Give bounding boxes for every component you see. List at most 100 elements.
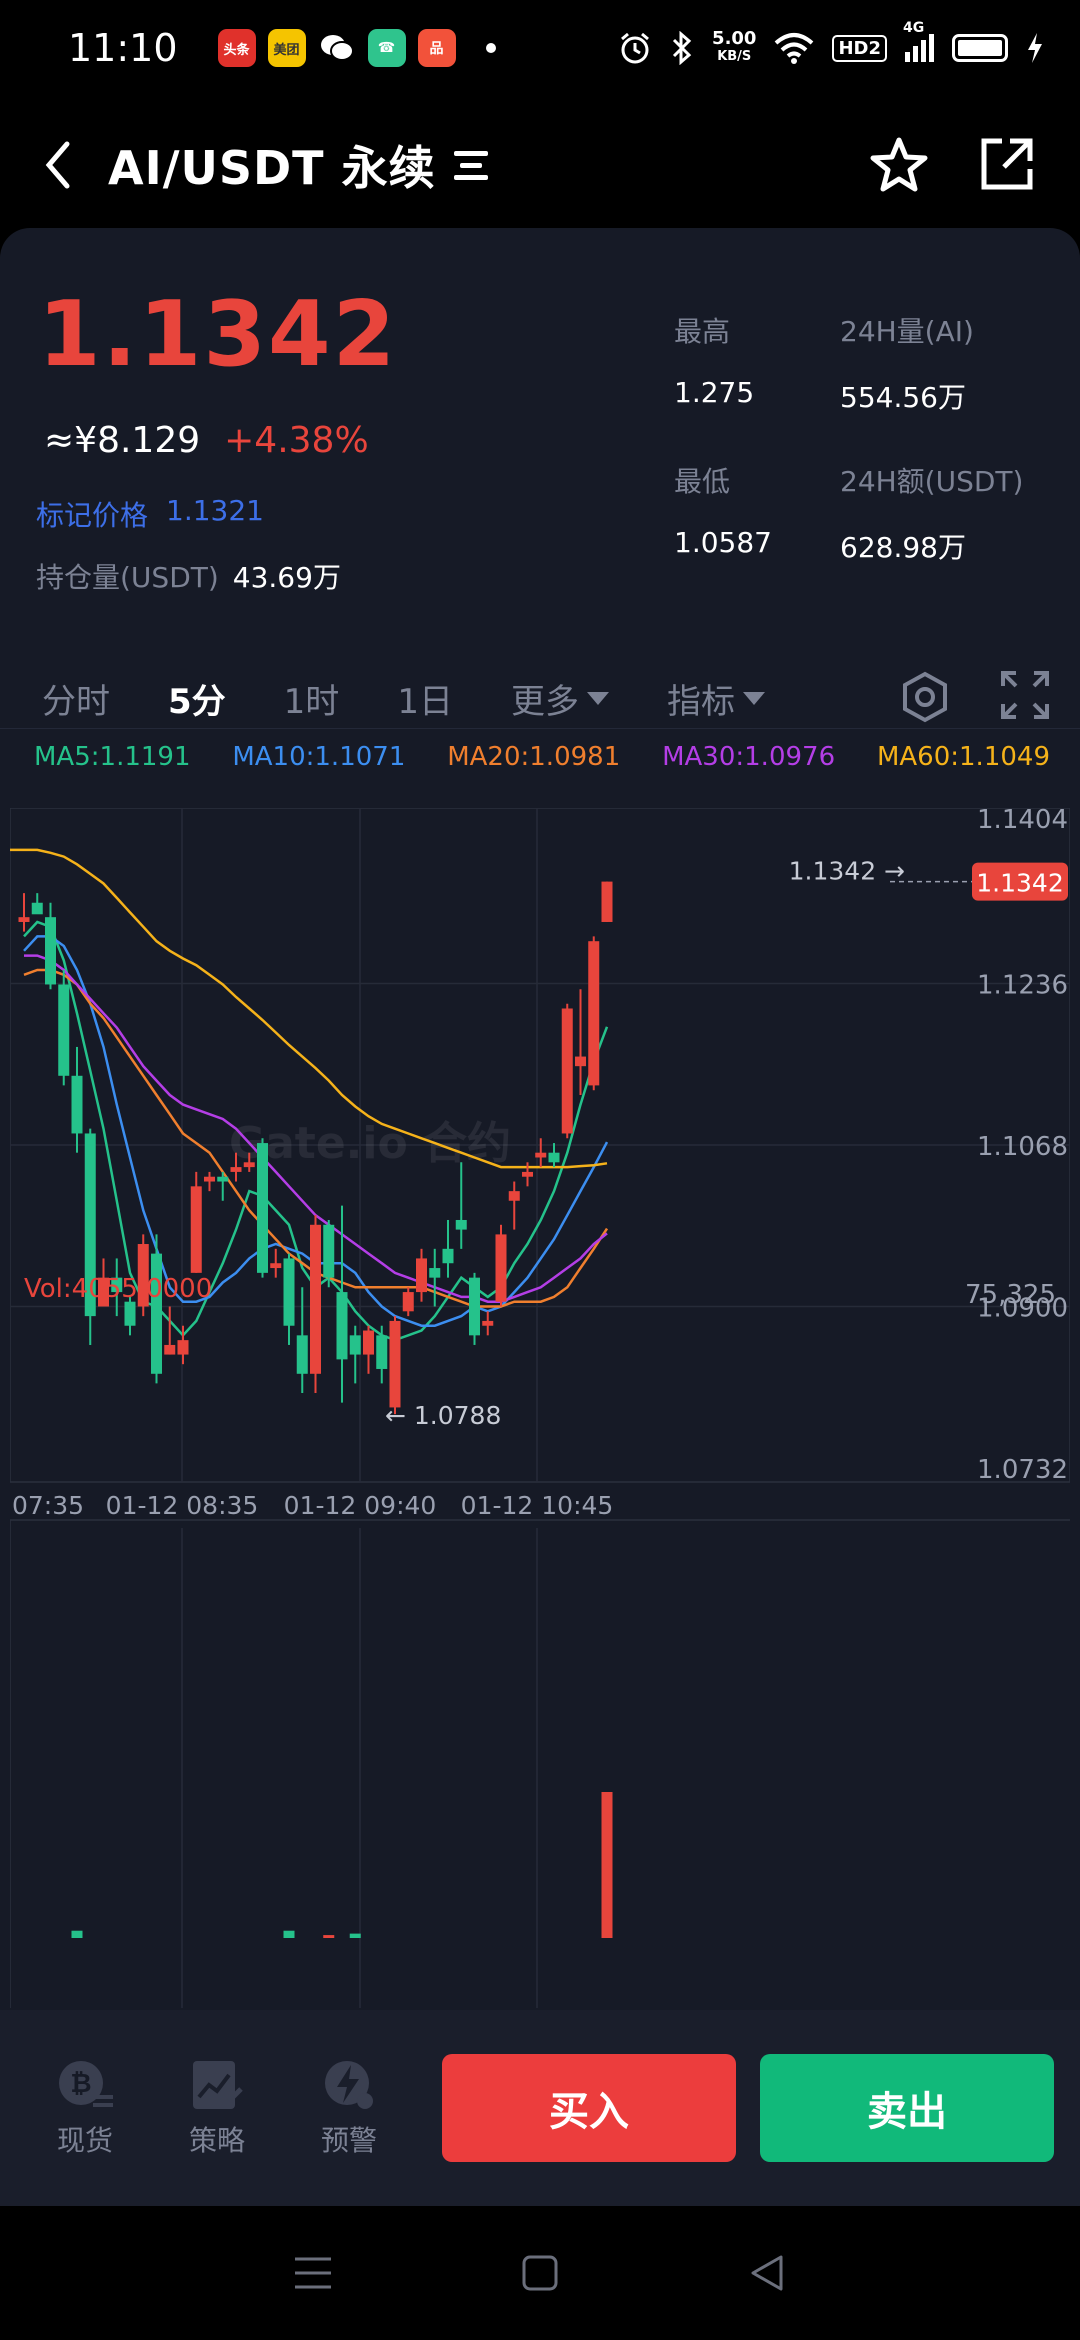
y-tick-label: 1.0900 bbox=[977, 1294, 1068, 1324]
interval-tabs: 分时 5分 1时 1日 更多 指标 bbox=[0, 658, 1080, 738]
candle-body bbox=[58, 984, 70, 1076]
tab-timeshare[interactable]: 分时 bbox=[42, 674, 110, 723]
ma60-line bbox=[10, 848, 608, 1169]
volume-24h-value: 554.56万 bbox=[840, 381, 966, 414]
market-panel: 1.1342 ≈¥8.129 +4.38% 标记价格 1.1321 持仓量(US… bbox=[0, 228, 1080, 2010]
amount-24h-label: 24H额(USDT) bbox=[840, 465, 1024, 498]
meituan-app-icon: 美团 bbox=[267, 29, 306, 67]
share-icon[interactable] bbox=[978, 137, 1034, 193]
volume-bar bbox=[71, 1930, 83, 1938]
volume-bar bbox=[601, 1792, 613, 1938]
action-bar: ₿ 现货 策略 预警 买入 卖出 bbox=[0, 2010, 1080, 2206]
strategy-button[interactable]: 策略 bbox=[172, 2057, 262, 2159]
caret-down-icon bbox=[742, 691, 765, 705]
spot-button[interactable]: ₿ 现货 bbox=[40, 2057, 130, 2159]
candle-body bbox=[402, 1292, 414, 1312]
chart-frame bbox=[10, 808, 1070, 1483]
candlestick-chart[interactable]: 1.1404 1.1236 1.1068 1.0900 1.0732 07:35 01-12… bbox=[10, 808, 1070, 2010]
chevron-left-icon bbox=[45, 141, 70, 189]
chart-tool-icons bbox=[898, 670, 1050, 724]
network-speed: 5.00 KB/S bbox=[712, 30, 756, 66]
tab-1h[interactable]: 1时 bbox=[284, 674, 340, 723]
net-speed-unit: KB/S bbox=[717, 49, 752, 64]
tab-5min[interactable]: 5分 bbox=[168, 674, 226, 723]
amount-24h-value: 628.98万 bbox=[840, 531, 966, 564]
battery-icon bbox=[952, 34, 1008, 62]
tab-label: 分时 bbox=[42, 681, 110, 722]
wifi-icon bbox=[775, 33, 814, 64]
volume-label: Vol:4055.0000 bbox=[24, 1274, 213, 1304]
menu-icon[interactable] bbox=[293, 2255, 333, 2291]
candle-body bbox=[482, 1320, 494, 1326]
volume-bar bbox=[323, 1935, 335, 1938]
fullscreen-icon[interactable] bbox=[1000, 670, 1050, 720]
price-subline: ≈¥8.129 +4.38% bbox=[44, 420, 369, 461]
ma-legend: MA5:1.1191 MA10:1.1071 MA20:1.0981 MA30:… bbox=[0, 728, 1080, 784]
candle-body bbox=[243, 1162, 255, 1168]
candle-body bbox=[204, 1176, 215, 1182]
high-marker-label: 1.1342 → bbox=[789, 857, 905, 886]
back-button[interactable] bbox=[28, 135, 88, 195]
open-interest-label: 持仓量(USDT) bbox=[36, 561, 219, 594]
signal-icon: 4G bbox=[903, 20, 934, 62]
candle-body bbox=[71, 1075, 83, 1134]
svg-text:₿: ₿ bbox=[70, 2069, 91, 2099]
status-indicators: 5.00 KB/S HD2 4G bbox=[618, 20, 1044, 66]
candle-body bbox=[18, 917, 30, 922]
spot-label: 现货 bbox=[56, 2124, 113, 2157]
candle-body bbox=[283, 1258, 295, 1326]
candle-body bbox=[257, 1143, 268, 1273]
tab-label: 1时 bbox=[283, 681, 340, 722]
ma20-label: MA20:1.0981 bbox=[447, 741, 621, 772]
x-tick-label: 07:35 bbox=[12, 1491, 84, 1520]
tab-label: 1日 bbox=[397, 681, 453, 722]
ma10-label: MA10:1.1071 bbox=[232, 741, 406, 772]
bluetooth-icon bbox=[672, 31, 692, 65]
sell-button[interactable]: 卖出 bbox=[760, 2054, 1054, 2162]
buy-button[interactable]: 买入 bbox=[442, 2054, 736, 2162]
mark-price-label: 标记价格 bbox=[36, 499, 149, 532]
market-menu-icon[interactable] bbox=[453, 150, 488, 180]
x-tick-label: 01-12 09:40 bbox=[284, 1491, 437, 1520]
candle-body bbox=[164, 1344, 176, 1355]
candle-body bbox=[98, 1277, 109, 1307]
bitcoin-icon: ₿ bbox=[59, 2061, 113, 2107]
mark-price-row[interactable]: 标记价格 1.1321 bbox=[36, 494, 264, 534]
candle-body bbox=[151, 1253, 162, 1374]
y-tick-label: 1.1068 bbox=[977, 1132, 1068, 1162]
candle-body bbox=[416, 1258, 427, 1293]
volume-24h-label: 24H量(AI) bbox=[840, 315, 974, 348]
x-tick-label: 01-12 10:45 bbox=[461, 1491, 614, 1520]
mark-price-value: 1.1321 bbox=[166, 494, 264, 527]
home-square-icon[interactable] bbox=[520, 2253, 560, 2293]
star-icon[interactable] bbox=[870, 137, 928, 193]
tab-1d[interactable]: 1日 bbox=[397, 674, 453, 723]
app-header: AI/USDT 永续 bbox=[0, 110, 1080, 220]
hd-badge: HD2 bbox=[832, 34, 887, 62]
candle-body bbox=[363, 1330, 374, 1355]
tab-indicators[interactable]: 指标 bbox=[667, 674, 765, 723]
back-triangle-icon[interactable] bbox=[747, 2253, 787, 2293]
x-tick-label: 01-12 08:35 bbox=[106, 1491, 259, 1520]
candle-body bbox=[469, 1277, 480, 1336]
candle-body bbox=[575, 1056, 586, 1067]
candle-body bbox=[548, 1152, 560, 1163]
tab-more[interactable]: 更多 bbox=[511, 674, 609, 723]
system-nav-bar bbox=[0, 2206, 1080, 2340]
candle-body bbox=[349, 1335, 361, 1355]
signal-label: 4G bbox=[903, 20, 925, 36]
strategy-label: 策略 bbox=[188, 2124, 245, 2157]
page-title[interactable]: AI/USDT 永续 bbox=[108, 141, 436, 195]
ma60-label: MA60:1.1049 bbox=[876, 741, 1050, 772]
net-speed-value: 5.00 bbox=[712, 28, 757, 49]
candle-body bbox=[137, 1244, 149, 1307]
tab-label: 指标 bbox=[666, 681, 735, 722]
candle-body bbox=[389, 1320, 401, 1408]
header-actions bbox=[870, 137, 1034, 193]
alert-label: 预警 bbox=[320, 2124, 377, 2157]
phone-app-icon: ☎ bbox=[367, 29, 406, 67]
candle-body bbox=[31, 902, 43, 915]
settings-hexagon-icon[interactable] bbox=[898, 670, 952, 724]
volume-bar bbox=[349, 1933, 361, 1938]
alert-button[interactable]: 预警 bbox=[304, 2057, 394, 2159]
